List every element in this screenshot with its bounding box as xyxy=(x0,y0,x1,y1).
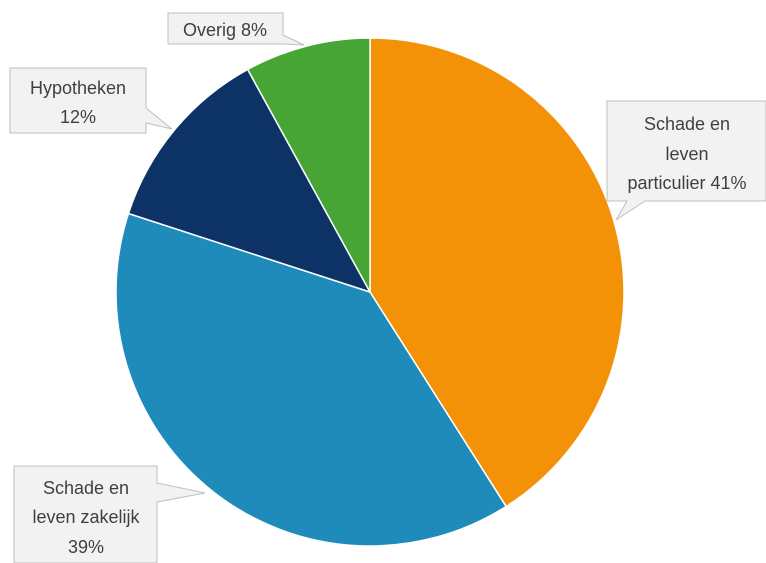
callout-label-particulier-line-1: Schade en xyxy=(644,114,730,134)
callout-schade-en-leven-zakelijk: Schade en leven zakelijk 39% xyxy=(13,465,206,563)
pie-slices xyxy=(115,37,625,547)
callout-hypotheken: Hypotheken 12% xyxy=(9,67,173,134)
pie-slice-schade-en-leven-particulier xyxy=(369,37,625,508)
callout-label-particulier-line-3: particulier 41% xyxy=(627,173,746,193)
callout-label-particulier-line-2: leven xyxy=(665,144,708,164)
callout-label-hypotheken-line-1: Hypotheken xyxy=(30,78,126,98)
callout-overig: Overig 8% xyxy=(167,12,305,46)
callout-label-hypotheken-line-2: 12% xyxy=(60,107,96,127)
pie-slice-schade-en-leven-zakelijk xyxy=(115,212,508,547)
callout-schade-en-leven-particulier: Schade en leven particulier 41% xyxy=(606,100,766,221)
callout-label-zakelijk-line-3: 39% xyxy=(68,537,104,557)
callout-label-zakelijk-line-2: leven zakelijk xyxy=(32,507,140,527)
pie-slice-hypotheken xyxy=(127,68,372,294)
pie-slice-overig xyxy=(246,37,371,293)
callout-label-overig-line-1: Overig 8% xyxy=(183,20,267,40)
pie-labels: Schade en leven particulier 41% Schade e… xyxy=(9,12,766,563)
callout-label-zakelijk-line-1: Schade en xyxy=(43,478,129,498)
